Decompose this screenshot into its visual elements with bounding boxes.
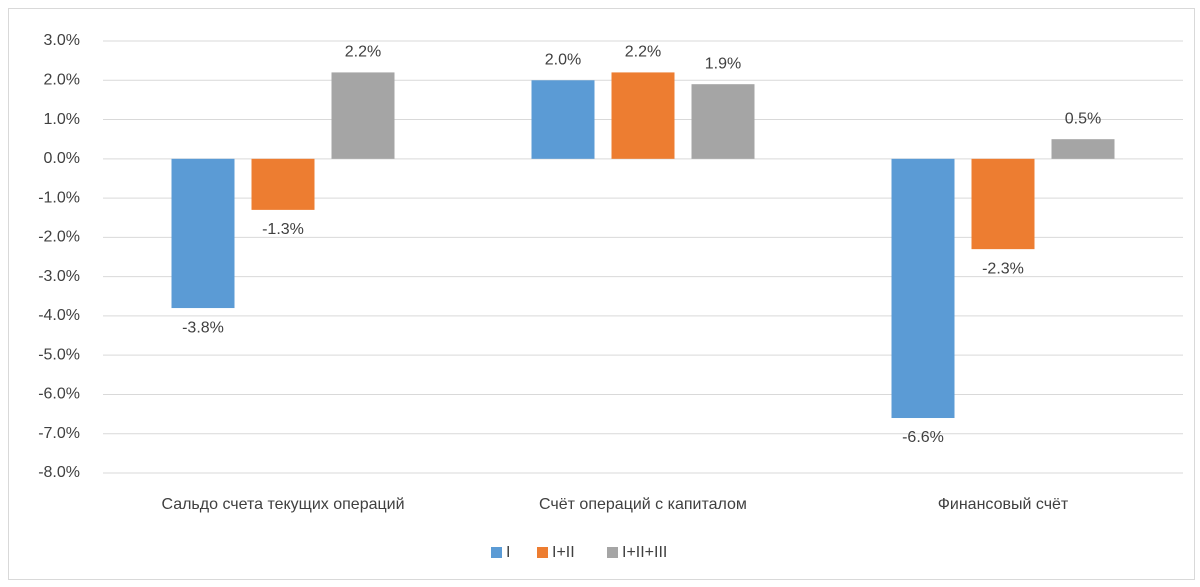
legend-swatch (537, 547, 548, 558)
bar (171, 158, 235, 309)
x-tick-label: Сальдо счета текущих операций (161, 496, 404, 513)
bar (611, 72, 675, 159)
y-tick-label: -4.0% (38, 307, 80, 324)
bar (971, 158, 1035, 250)
bar (531, 80, 595, 159)
y-tick-label: 2.0% (44, 71, 80, 88)
legend-swatch (491, 547, 502, 558)
y-tick-label: -2.0% (38, 229, 80, 246)
x-tick-label: Счёт операций с капиталом (539, 496, 747, 513)
data-label: 1.9% (705, 55, 741, 72)
data-label: -1.3% (262, 221, 304, 238)
data-label: 2.2% (625, 44, 661, 61)
data-label: -2.3% (982, 260, 1024, 277)
y-tick-label: 0.0% (44, 150, 80, 167)
bar (1051, 139, 1115, 159)
y-tick-label: -1.0% (38, 189, 80, 206)
bar (891, 158, 955, 419)
x-tick-label: Финансовый счёт (938, 496, 1069, 513)
y-tick-label: -6.0% (38, 386, 80, 403)
y-tick-label: -5.0% (38, 346, 80, 363)
legend-swatch (607, 547, 618, 558)
bar (251, 158, 315, 210)
y-tick-label: -3.0% (38, 268, 80, 285)
legend-label: I (506, 544, 510, 561)
data-label: 2.0% (545, 51, 581, 68)
data-label: -6.6% (902, 429, 944, 446)
y-tick-label: 3.0% (44, 32, 80, 49)
data-label: 2.2% (345, 44, 381, 61)
y-tick-label: -8.0% (38, 464, 80, 481)
legend-label: I+II (552, 544, 575, 561)
y-tick-label: 1.0% (44, 111, 80, 128)
bar (691, 84, 755, 159)
bar (331, 72, 395, 159)
data-label: 0.5% (1065, 110, 1101, 127)
y-tick-label: -7.0% (38, 425, 80, 442)
legend-label: I+II+III (622, 544, 667, 561)
data-label: -3.8% (182, 319, 224, 336)
